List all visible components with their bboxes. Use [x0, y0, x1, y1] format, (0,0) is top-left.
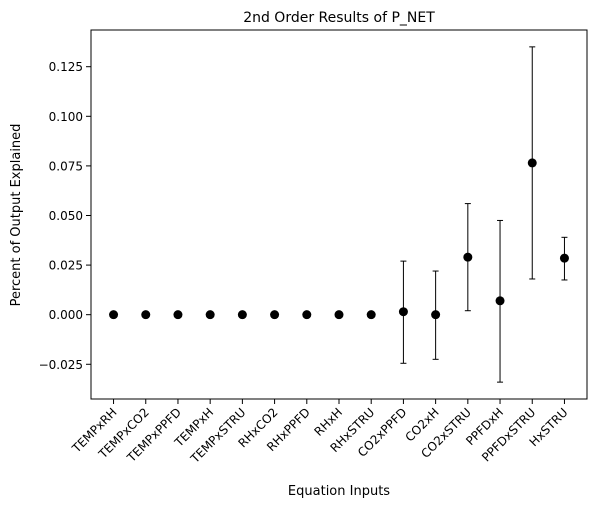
- y-tick-label: 0.025: [49, 259, 83, 273]
- data-point: [237, 310, 247, 320]
- y-tick-label: 0.000: [49, 308, 83, 322]
- y-tick-label: 0.125: [49, 60, 83, 74]
- data-point: [431, 310, 441, 320]
- x-axis: TEMPxRHTEMPxCO2TEMPxPPFDTEMPxHTEMPxSTRUR…: [69, 399, 571, 467]
- y-tick-label: 0.100: [49, 110, 83, 124]
- y-tick-label: 0.050: [49, 209, 83, 223]
- data-point: [109, 310, 119, 320]
- data-point: [495, 296, 505, 306]
- data-point: [205, 310, 215, 320]
- chart-title: 2nd Order Results of P_NET: [243, 10, 435, 26]
- data-point: [398, 307, 408, 317]
- data-point: [141, 310, 151, 320]
- data-point: [302, 310, 312, 320]
- y-axis: −0.025 0.000 0.025 0.050 0.075 0.100 0.125: [39, 60, 91, 372]
- data-point: [334, 310, 344, 320]
- plot-area: [109, 46, 569, 383]
- data-point: [527, 158, 537, 168]
- plot-frame: [90, 29, 588, 400]
- data-point: [270, 310, 280, 320]
- y-tick-label: 0.075: [49, 159, 83, 173]
- x-axis-label: Equation Inputs: [288, 484, 390, 499]
- data-point: [173, 310, 183, 320]
- y-tick-label: −0.025: [39, 358, 83, 372]
- data-point: [559, 253, 569, 263]
- data-point: [463, 252, 473, 262]
- y-axis-label: Percent of Output Explained: [9, 124, 24, 307]
- data-point: [366, 310, 376, 320]
